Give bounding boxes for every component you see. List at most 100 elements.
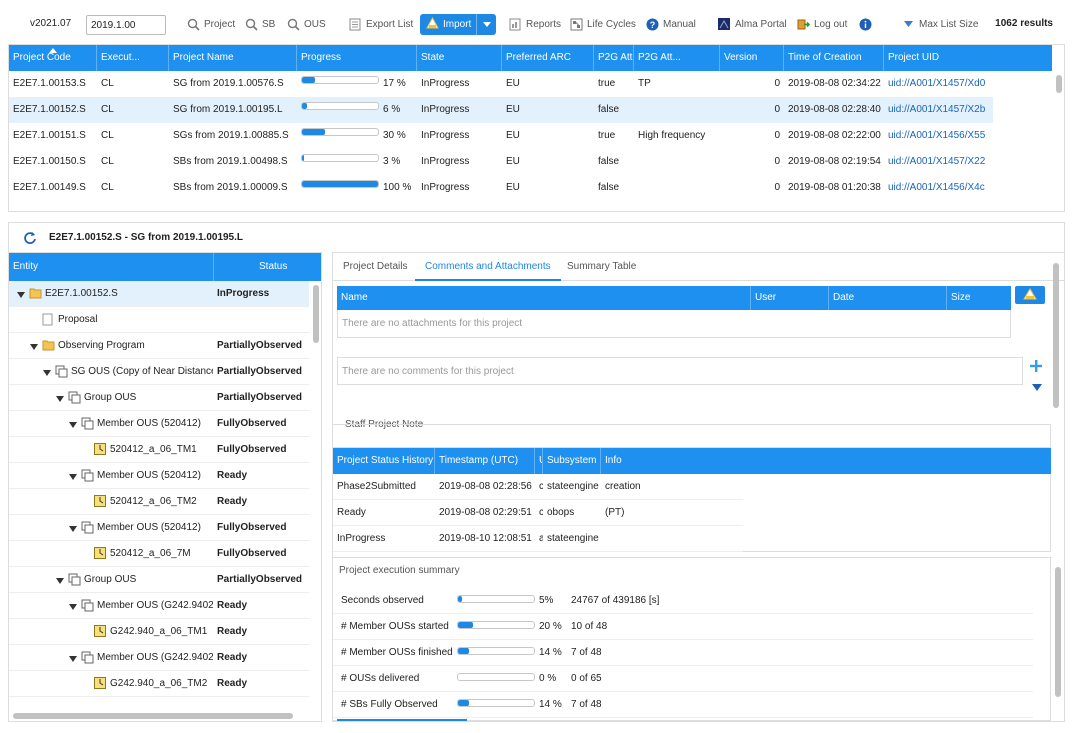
cell-uid[interactable]: uid://A001/X1457/Xd0: [888, 78, 986, 89]
col-progress[interactable]: Progress: [297, 45, 417, 71]
upload-attachment-button[interactable]: [1015, 286, 1045, 304]
tree-row[interactable]: Member OUS (520412) Ready: [9, 463, 309, 489]
tree-row[interactable]: Member OUS (520412) FullyObserved: [9, 515, 309, 541]
col-time-of-creation[interactable]: Time of Creation: [784, 45, 884, 71]
entity-tree-hscroll[interactable]: [13, 713, 313, 719]
cell-uid[interactable]: uid://A001/X1457/X22: [888, 156, 986, 167]
col-p2g-att-2[interactable]: P2G Att...: [634, 45, 720, 71]
summary-progress-bar: [457, 595, 535, 603]
caret-down-icon[interactable]: [30, 342, 38, 350]
col-state[interactable]: State: [417, 45, 502, 71]
tree-row[interactable]: E2E7.1.00152.S InProgress: [9, 281, 309, 307]
caret-down-icon[interactable]: [56, 576, 64, 584]
col-date[interactable]: Date: [829, 286, 947, 310]
caret-down-icon[interactable]: [69, 472, 77, 480]
col-status[interactable]: Status: [259, 261, 288, 272]
cell-uid[interactable]: uid://A001/X1456/X55: [888, 130, 986, 141]
tab-summary-table[interactable]: Summary Table: [567, 261, 637, 272]
caret-down-icon[interactable]: [17, 290, 25, 298]
col-entity[interactable]: Entity: [13, 261, 39, 272]
history-row[interactable]: Ready 2019-08-08 02:29:51cobops (PT): [333, 500, 743, 526]
cell-uid[interactable]: uid://A001/X1457/X2b: [888, 104, 986, 115]
caret-down-icon[interactable]: [69, 420, 77, 428]
search-input[interactable]: [86, 15, 166, 35]
reports-button[interactable]: Reports: [508, 14, 561, 34]
col-executive[interactable]: Execut...: [97, 45, 169, 71]
history-cell-u: c: [535, 474, 543, 500]
table-row[interactable]: E2E7.1.00149.S CL SBs from 2019.1.00009.S 1…: [9, 175, 993, 201]
tab-comments-and-attachments[interactable]: Comments and Attachments: [415, 253, 561, 281]
caret-down-icon[interactable]: [69, 602, 77, 610]
comments-box[interactable]: There are no comments for this project: [337, 357, 1023, 385]
table-row[interactable]: [9, 201, 993, 211]
tree-row[interactable]: G242.940_a_06_TM1 Ready: [9, 619, 309, 645]
summary-percent: 5%: [539, 595, 554, 606]
info-button[interactable]: [858, 14, 872, 34]
tree-row[interactable]: Proposal: [9, 307, 309, 333]
tree-row[interactable]: 520412_a_06_TM1 FullyObserved: [9, 437, 309, 463]
tree-row[interactable]: G242.940_a_06_TM2 Ready: [9, 671, 309, 697]
add-comment-icon[interactable]: [1030, 360, 1042, 372]
sb-search-button[interactable]: SB: [244, 14, 275, 34]
caret-down-icon[interactable]: [43, 368, 51, 376]
execution-summary-title: Project execution summary: [339, 565, 460, 576]
caret-down-icon[interactable]: [69, 524, 77, 532]
col-project-code[interactable]: Project Code: [9, 45, 97, 71]
history-row[interactable]: InProgress 2019-08-10 12:08:51a stateengin…: [333, 526, 743, 552]
tree-row[interactable]: Group OUS PartiallyObserved: [9, 385, 309, 411]
tree-status: PartiallyObserved: [217, 340, 303, 351]
manual-button[interactable]: ? Manual: [645, 14, 696, 34]
tree-row[interactable]: Group OUS PartiallyObserved: [9, 567, 309, 593]
alma-portal-button[interactable]: Alma Portal: [717, 14, 787, 34]
entity-tree-vscroll[interactable]: [313, 283, 319, 708]
col-timestamp[interactable]: Timestamp (UTC): [435, 448, 535, 474]
import-dropdown-button[interactable]: [477, 19, 496, 30]
life-cycles-button[interactable]: Life Cycles: [569, 14, 636, 34]
tree-row[interactable]: Observing Program PartiallyObserved: [9, 333, 309, 359]
col-version[interactable]: Version: [720, 45, 784, 71]
cell-created: 2019-08-08 02:22:00: [788, 130, 881, 141]
col-project-uid[interactable]: Project UID: [888, 52, 940, 63]
project-table-scrollbar[interactable]: [1056, 71, 1062, 211]
ous-search-button[interactable]: OUS: [286, 14, 326, 34]
col-status-history[interactable]: Project Status History: [333, 448, 435, 474]
import-button[interactable]: Import: [420, 14, 496, 35]
tree-row[interactable]: 520412_a_06_7M FullyObserved: [9, 541, 309, 567]
col-info[interactable]: Info: [605, 455, 622, 466]
col-user[interactable]: User: [751, 286, 829, 310]
caret-down-icon[interactable]: [69, 654, 77, 662]
table-row[interactable]: E2E7.1.00153.S CL SG from 2019.1.00576.S 17…: [9, 71, 993, 97]
col-subsystem[interactable]: Subsystem: [543, 448, 601, 474]
caret-down-icon[interactable]: [56, 394, 64, 402]
export-list-button[interactable]: Export List: [348, 14, 413, 34]
col-name[interactable]: Name: [337, 286, 751, 310]
table-row[interactable]: E2E7.1.00151.S CL SGs from 2019.1.00885.S 3…: [9, 123, 993, 149]
tab-project-details[interactable]: Project Details: [343, 261, 408, 272]
tree-row[interactable]: 520412_a_06_TM2 Ready: [9, 489, 309, 515]
tree-row[interactable]: Member OUS (520412) FullyObserved: [9, 411, 309, 437]
max-list-size-button[interactable]: Max List Size: [901, 14, 978, 34]
import-main[interactable]: Import: [420, 14, 476, 35]
col-project-name[interactable]: Project Name: [169, 45, 297, 71]
cell-state: InProgress: [421, 182, 470, 193]
table-row[interactable]: E2E7.1.00152.S CL SG from 2019.1.00195.L 6 …: [9, 97, 993, 123]
cell-uid[interactable]: uid://A001/X1456/X4c: [888, 182, 985, 193]
project-search-button[interactable]: Project: [186, 14, 235, 34]
summary-scrollbar[interactable]: [1055, 567, 1061, 697]
logout-button[interactable]: Log out: [796, 14, 847, 34]
right-panel-scrollbar[interactable]: [1053, 263, 1059, 408]
cell-arc: EU: [506, 78, 520, 89]
col-user-short[interactable]: U: [535, 448, 543, 474]
logout-icon: [796, 17, 810, 31]
tree-row[interactable]: Member OUS (G242.9402 Ready: [9, 645, 309, 671]
chevron-down-icon[interactable]: [1032, 384, 1042, 392]
staff-note-box[interactable]: [333, 424, 1051, 448]
col-preferred-arc[interactable]: Preferred ARC: [502, 45, 594, 71]
refresh-icon[interactable]: [23, 231, 37, 245]
tree-row[interactable]: Member OUS (G242.9402 Ready: [9, 593, 309, 619]
tree-row[interactable]: SG OUS (Copy of Near Distance PartiallyOb…: [9, 359, 309, 385]
history-row[interactable]: Phase2Submitted 2019-08-08 02:28:56cstate…: [333, 474, 743, 500]
col-size[interactable]: Size: [951, 292, 971, 303]
col-p2g-att[interactable]: P2G Att: [594, 45, 634, 71]
table-row[interactable]: E2E7.1.00150.S CL SBs from 2019.1.00498.S 3…: [9, 149, 993, 175]
